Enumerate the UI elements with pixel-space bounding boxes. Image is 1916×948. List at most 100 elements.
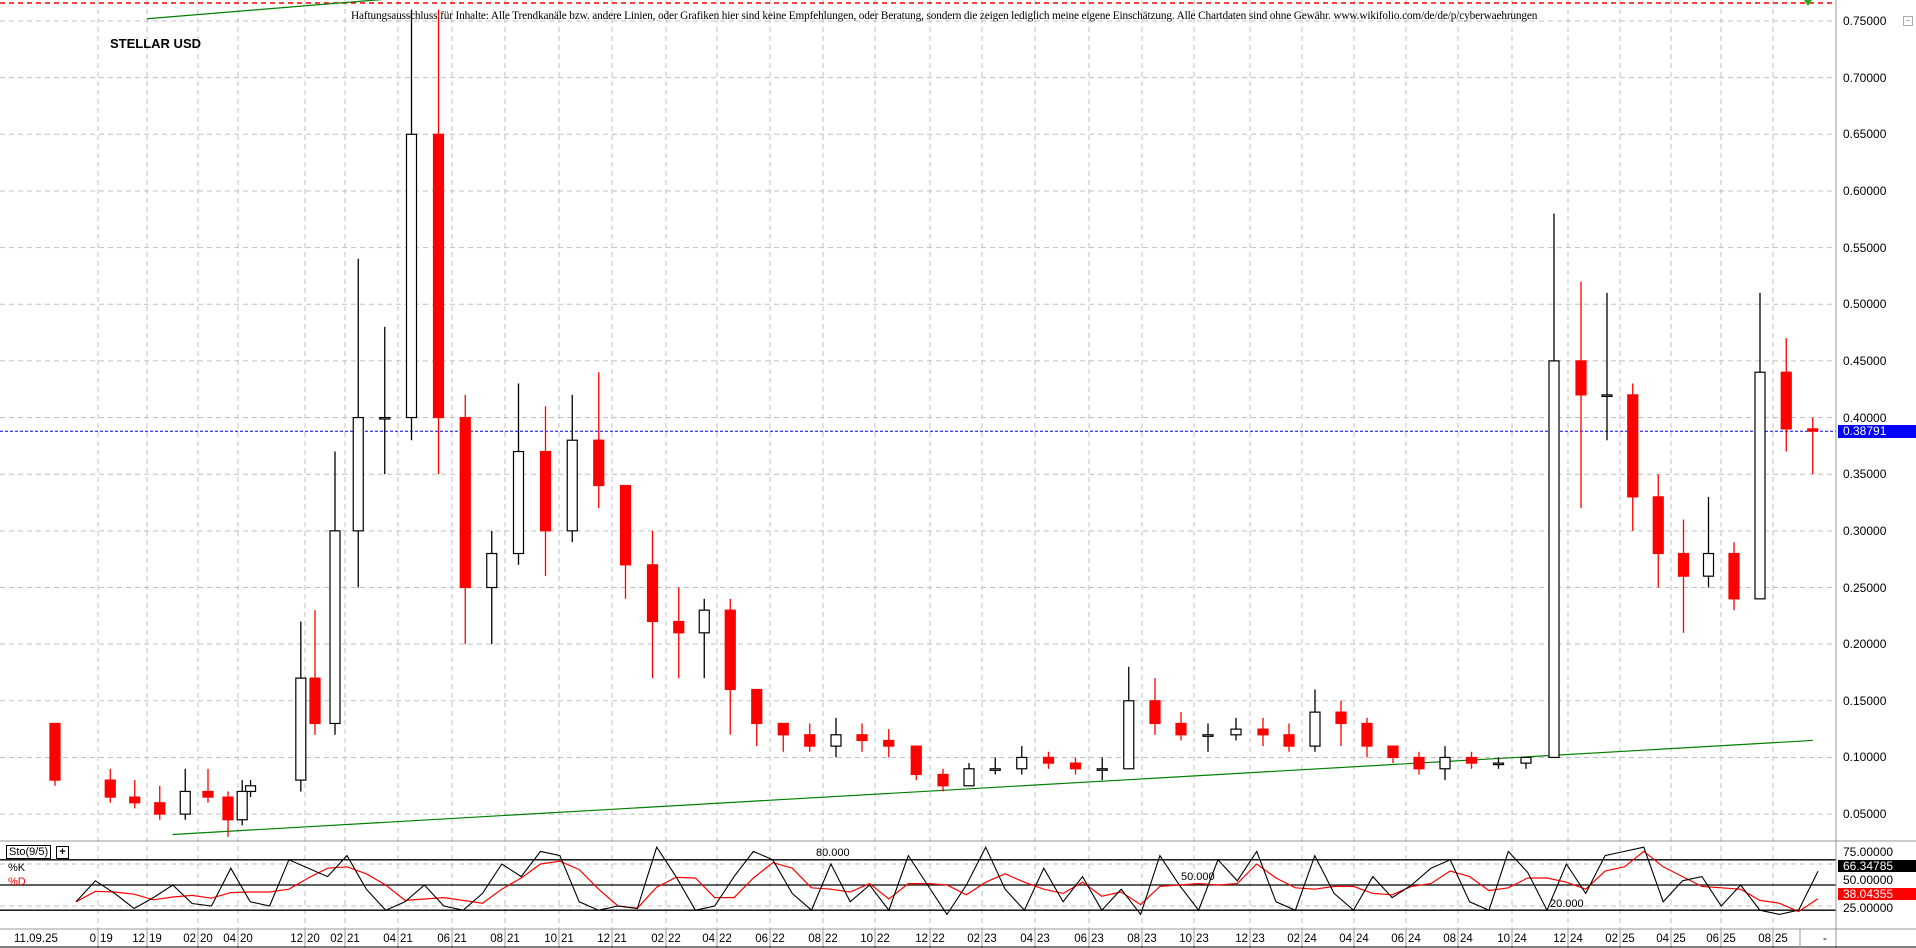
date-tick-month: 02 bbox=[1287, 933, 1300, 945]
candle bbox=[1387, 745, 1399, 764]
candle-body bbox=[724, 609, 736, 691]
candle bbox=[1096, 757, 1108, 781]
date-tick-month: 12 bbox=[597, 933, 610, 945]
candle bbox=[1780, 338, 1792, 452]
date-tick-year: 25 bbox=[1775, 933, 1788, 945]
candle bbox=[154, 785, 166, 820]
date-tick-year: 23 bbox=[1252, 933, 1265, 945]
date-tick-year: 24 bbox=[1514, 933, 1527, 945]
collapse-icon[interactable]: − bbox=[1903, 16, 1913, 26]
price-tick: 0.50000 bbox=[1843, 297, 1887, 312]
sto-d-line bbox=[75, 850, 1819, 913]
price-tick: 0.10000 bbox=[1843, 750, 1887, 765]
candle bbox=[405, 9, 418, 441]
date-tick-year: 23 bbox=[984, 933, 997, 945]
sto-k-line bbox=[75, 845, 1819, 916]
candle-body bbox=[751, 688, 763, 725]
candle bbox=[236, 780, 248, 826]
date-tick-month: 06 bbox=[1391, 933, 1404, 945]
trendline[interactable] bbox=[172, 739, 1813, 836]
candle bbox=[379, 326, 391, 475]
candle bbox=[1807, 417, 1819, 475]
candle bbox=[1230, 717, 1242, 741]
candle-body bbox=[883, 739, 895, 747]
candle bbox=[1652, 474, 1664, 588]
candle bbox=[856, 723, 868, 752]
candle-body bbox=[830, 734, 842, 747]
candle-body bbox=[804, 734, 816, 747]
candle bbox=[329, 451, 341, 735]
date-tick-year: 22 bbox=[932, 933, 945, 945]
candle bbox=[1575, 281, 1587, 509]
trendline[interactable] bbox=[146, 0, 465, 20]
date-tick-month: 0 bbox=[89, 933, 96, 945]
sto-axis-tick: 75.00000 bbox=[1843, 845, 1894, 859]
date-tick-year: 21 bbox=[507, 933, 520, 945]
candle bbox=[1754, 292, 1766, 600]
candle-body bbox=[104, 779, 116, 798]
candle-body bbox=[1627, 394, 1639, 498]
candle-body bbox=[646, 564, 659, 623]
candle bbox=[989, 757, 1001, 775]
k-legend: %K bbox=[8, 862, 26, 874]
candle-body bbox=[244, 785, 257, 793]
date-tick-month: 06 bbox=[437, 933, 450, 945]
level-50-label: 50.000 bbox=[1181, 871, 1215, 883]
candle bbox=[104, 768, 116, 803]
date-tick-year: 19 bbox=[149, 933, 162, 945]
candle bbox=[244, 780, 257, 798]
candle bbox=[1335, 700, 1347, 747]
price-tick: 0.60000 bbox=[1843, 183, 1887, 198]
candle-body bbox=[566, 439, 578, 532]
candle-body bbox=[937, 773, 949, 787]
candle bbox=[937, 768, 949, 792]
date-tick-year: 25 bbox=[1622, 933, 1635, 945]
date-tick-month: 10 bbox=[1179, 933, 1192, 945]
candle-body bbox=[989, 768, 1001, 771]
date-tick-month: 12 bbox=[915, 933, 928, 945]
date-tick-year: 23 bbox=[1144, 933, 1157, 945]
candle-body bbox=[129, 796, 141, 804]
date-tick-month: 04 bbox=[1656, 933, 1669, 945]
date-tick-year: 22 bbox=[668, 933, 681, 945]
candle-body bbox=[352, 416, 364, 532]
add-indicator-button[interactable]: + bbox=[56, 846, 69, 859]
candle-body bbox=[49, 722, 61, 781]
candle bbox=[566, 394, 578, 543]
candle bbox=[1627, 383, 1639, 531]
date-tick-month: 04 bbox=[223, 933, 236, 945]
date-tick-month: 08 bbox=[1127, 933, 1140, 945]
date-tick-month: 12 bbox=[1553, 933, 1566, 945]
stochastic-indicator-label[interactable]: Sto(9/5) bbox=[6, 845, 52, 859]
date-tick-year: 24 bbox=[1408, 933, 1421, 945]
candle bbox=[1149, 678, 1161, 735]
candle-body bbox=[1335, 711, 1347, 725]
price-tick: 0.25000 bbox=[1843, 580, 1887, 595]
date-tick-year: 20 bbox=[240, 933, 253, 945]
candle bbox=[910, 745, 922, 781]
candle bbox=[1492, 757, 1505, 769]
candle bbox=[1257, 717, 1269, 747]
candle-body bbox=[295, 677, 307, 781]
candle-body bbox=[236, 790, 248, 821]
candle bbox=[619, 484, 632, 599]
price-tick: 0.05000 bbox=[1843, 807, 1887, 822]
k-value-label: 66.34785 bbox=[1838, 860, 1916, 872]
candle bbox=[352, 258, 364, 588]
price-tick: 0.75000 bbox=[1843, 14, 1887, 28]
candle-body bbox=[459, 416, 471, 589]
candle-body bbox=[1123, 700, 1135, 770]
price-tick: 0.55000 bbox=[1843, 240, 1887, 255]
sto-axis-tick: 25.00000 bbox=[1843, 901, 1894, 915]
candle bbox=[1728, 542, 1740, 611]
date-tick-year: 24 bbox=[1460, 933, 1473, 945]
candle bbox=[295, 621, 307, 792]
date-tick-month: 08 bbox=[808, 933, 821, 945]
candle-body bbox=[1413, 756, 1425, 770]
date-tick-year: 20 bbox=[200, 933, 213, 945]
candle-body bbox=[405, 133, 418, 419]
date-tick-month: 02 bbox=[967, 933, 980, 945]
date-tick-year: 25 bbox=[1723, 933, 1736, 945]
date-end-label: - bbox=[1823, 933, 1827, 945]
candle-body bbox=[202, 790, 214, 798]
